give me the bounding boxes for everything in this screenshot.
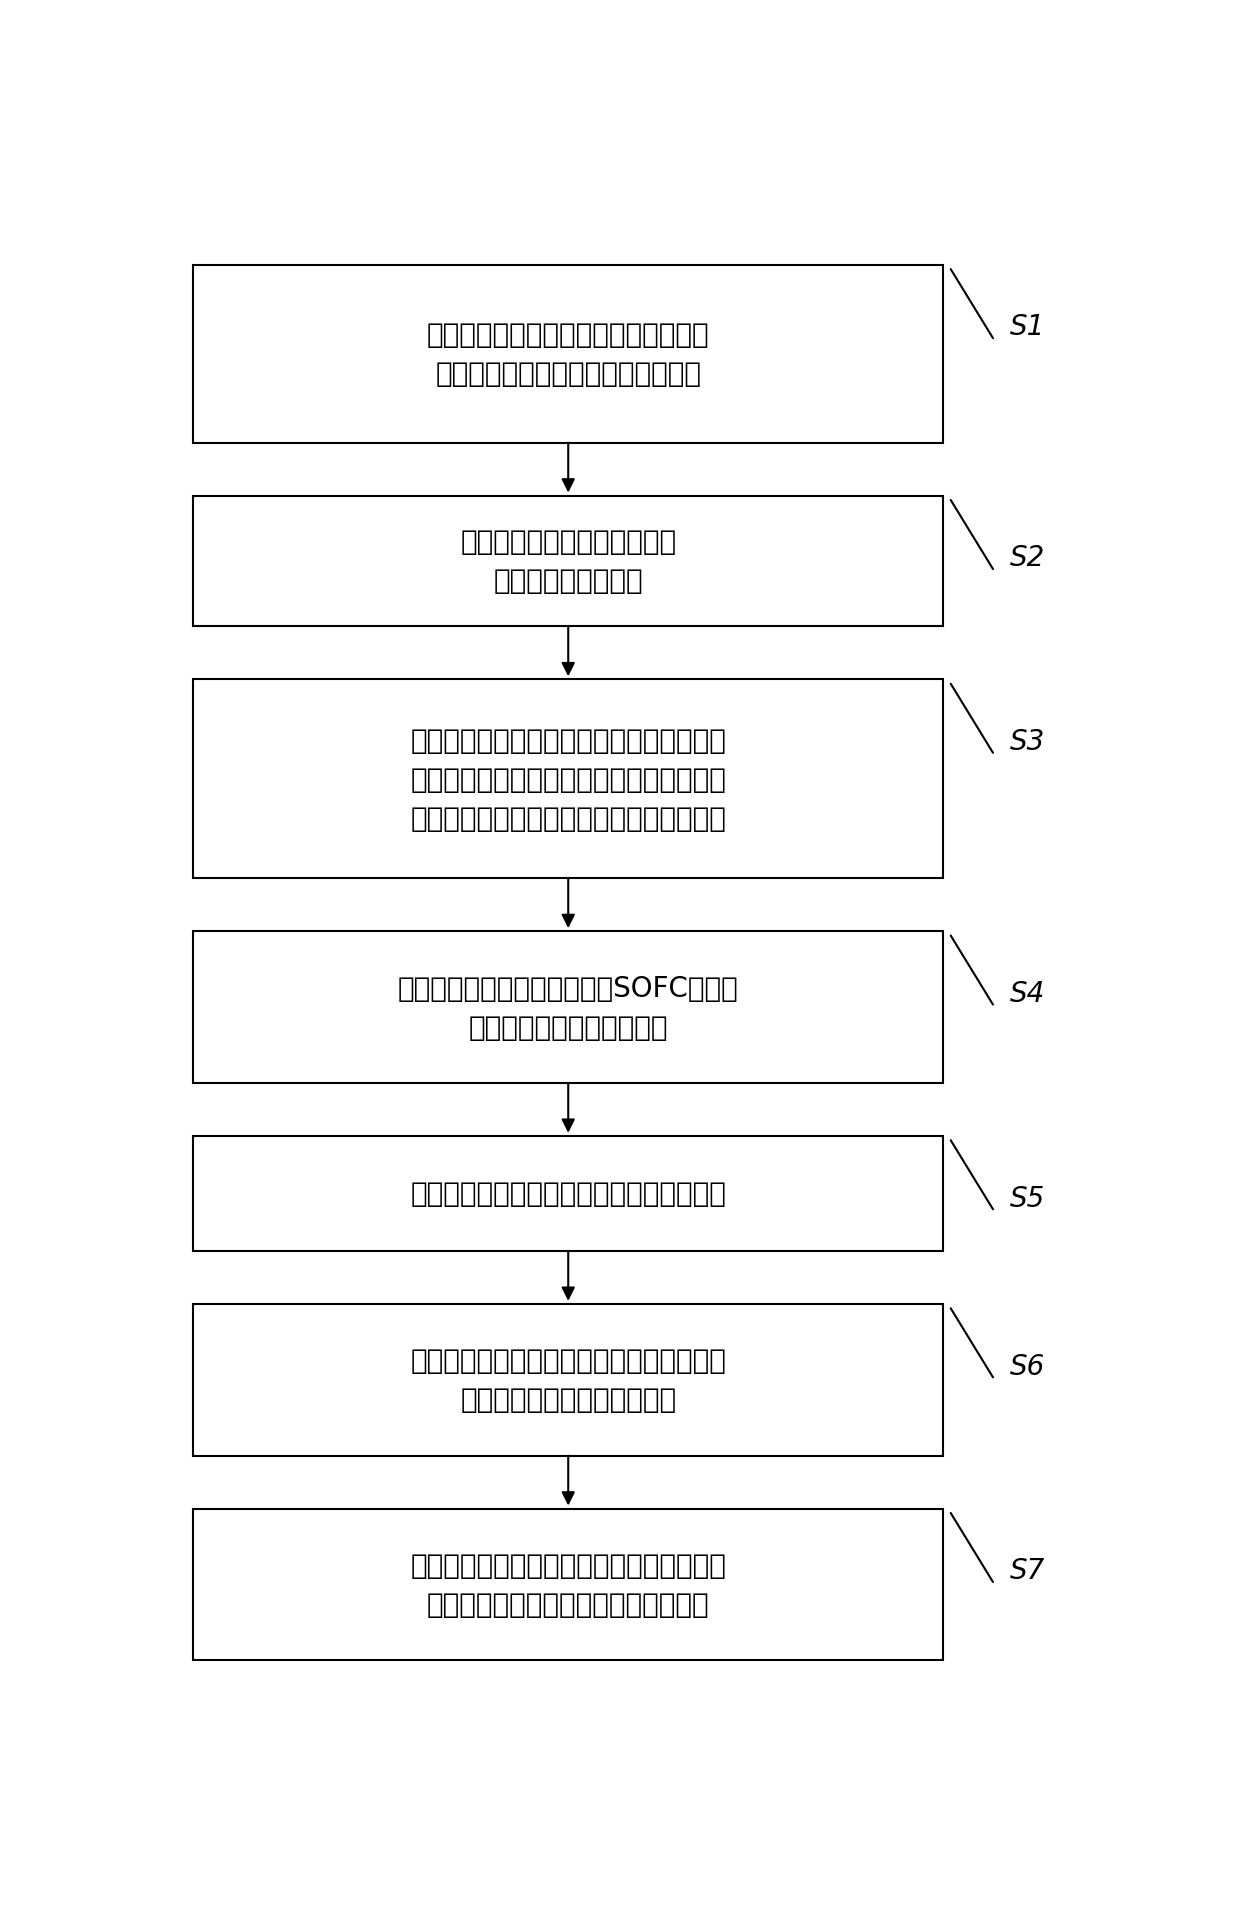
Text: S7: S7	[1011, 1556, 1045, 1585]
Text: 通过充电接口组完成对待充电电动车的充电: 通过充电接口组完成对待充电电动车的充电	[410, 1180, 727, 1207]
Bar	[193, 933, 942, 1083]
Bar	[193, 1508, 942, 1661]
Text: S3: S3	[1011, 728, 1045, 755]
Text: 远程服务器自用户端接收到充电请求，
充电请求包括用户端的第一位置信息: 远程服务器自用户端接收到充电请求， 充电请求包括用户端的第一位置信息	[427, 320, 709, 387]
Text: S2: S2	[1011, 543, 1045, 572]
Text: 所述远程服务器根据所述充电信息生成一账
单并将所述账单发送给对应所述用户端: 所述远程服务器根据所述充电信息生成一账 单并将所述账单发送给对应所述用户端	[410, 1550, 727, 1619]
Bar	[193, 681, 942, 879]
Text: 远程服务器根据所述第一位置信息与所述第
二位置信息选择一所述服务端作为任务接收
端并将所述充电请求发送给所述任务接收端: 远程服务器根据所述第一位置信息与所述第 二位置信息选择一所述服务端作为任务接收 …	[410, 727, 727, 831]
Text: S1: S1	[1011, 313, 1045, 341]
Bar	[193, 265, 942, 444]
Text: 通过所述服务端采集所述充电控制器的充电
信息并发送给所述远程服务器: 通过所述服务端采集所述充电控制器的充电 信息并发送给所述远程服务器	[410, 1346, 727, 1413]
Bar	[193, 1137, 942, 1251]
Text: S4: S4	[1011, 980, 1045, 1007]
Text: 所述远程服务器获取各所述服
务端的第二位置信息: 所述远程服务器获取各所述服 务端的第二位置信息	[460, 528, 676, 595]
Bar	[193, 496, 942, 627]
Text: 将与任务接收端对应的移动式SOFC共享充
电车移动至第一位置信息处: 将与任务接收端对应的移动式SOFC共享充 电车移动至第一位置信息处	[398, 974, 739, 1041]
Text: S5: S5	[1011, 1184, 1045, 1213]
Text: S6: S6	[1011, 1352, 1045, 1381]
Bar	[193, 1304, 942, 1455]
